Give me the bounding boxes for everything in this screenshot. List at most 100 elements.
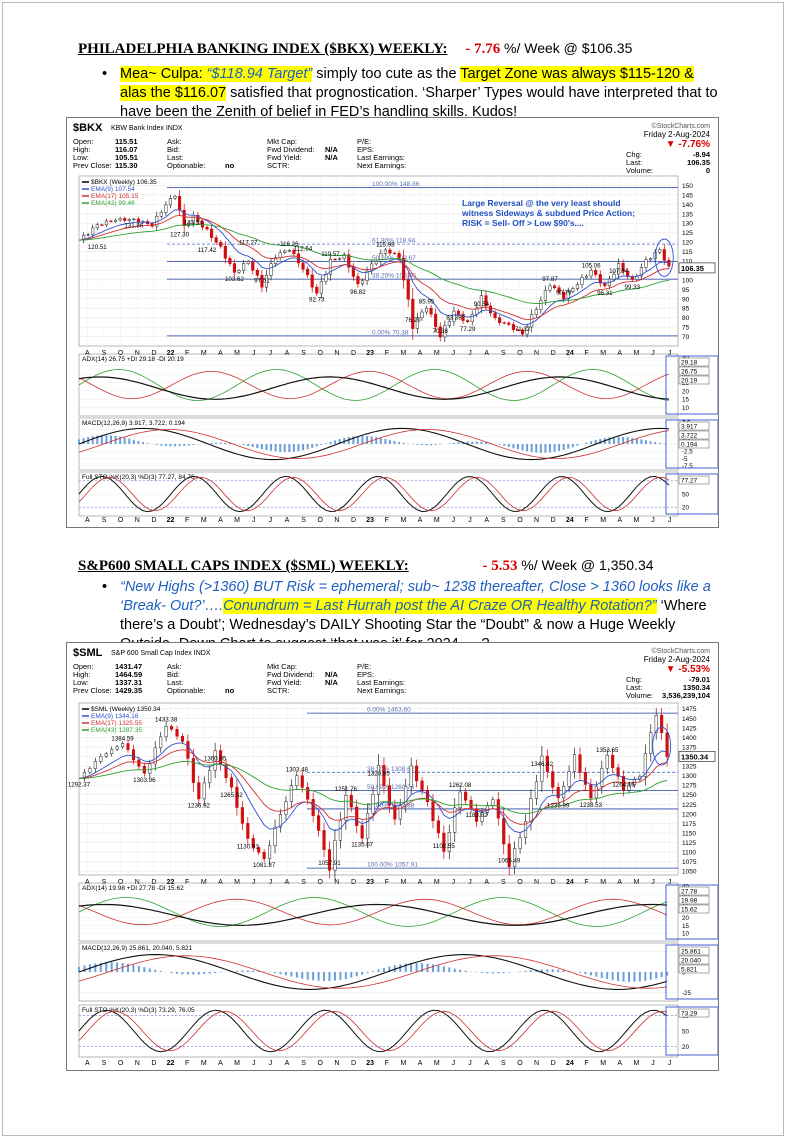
indicator-value-tag <box>678 964 710 974</box>
candle-body <box>583 772 587 785</box>
candle-body <box>228 258 232 264</box>
macd-histogram-bar <box>562 444 565 450</box>
macd-histogram-bar <box>617 436 620 444</box>
macd-histogram-bar <box>137 965 140 972</box>
bkx-chart: $BKX KBW Bank Index INDX ©StockCharts.com F… <box>66 117 719 528</box>
field-label: P/E: <box>357 662 371 671</box>
y-tick-label: 10 <box>682 931 689 938</box>
candle-body <box>470 313 474 322</box>
candle-body <box>260 275 264 288</box>
macd-histogram-bar <box>105 435 108 444</box>
candle-body <box>480 812 484 822</box>
macd-histogram-bar <box>644 972 647 981</box>
candle-body <box>523 821 528 838</box>
bullet-dot: • <box>102 579 108 595</box>
price-label: 90.79 <box>556 289 572 296</box>
x-tick-label-bottom: N <box>135 517 140 524</box>
candle-body <box>115 746 119 750</box>
macd-histogram-bar <box>170 972 173 974</box>
y-tick-label: 20 <box>682 1044 689 1051</box>
candle-body <box>355 806 359 826</box>
price-label: 1264.16 <box>612 781 635 788</box>
macd-histogram-bar <box>530 444 533 453</box>
candle-body <box>131 749 136 761</box>
y-tick-label: 1125 <box>682 840 696 847</box>
indicator-value-tag <box>678 439 710 449</box>
quote-value: 3,536,239,104 <box>662 691 711 700</box>
macd-histogram-bar <box>132 964 135 972</box>
macd-histogram-bar <box>480 972 483 973</box>
candle-body <box>257 847 261 853</box>
x-tick-label-bottom: F <box>385 1060 389 1067</box>
x-tick-label: F <box>584 879 588 886</box>
x-tick-label: A <box>484 350 489 357</box>
x-tick-label-bottom: M <box>600 517 606 524</box>
candle-body <box>461 313 465 321</box>
macd-histogram-bar <box>361 435 364 444</box>
candle-body <box>118 218 122 221</box>
price-label: 85.95 <box>419 298 435 305</box>
quote-label: Open: <box>73 137 93 146</box>
candle-body <box>246 823 250 839</box>
macd-histogram-bar <box>393 440 396 444</box>
macd-histogram-bar <box>434 444 437 445</box>
macd-histogram-bar <box>176 972 179 974</box>
macd-histogram-bar <box>274 972 277 974</box>
quote-label: Prev Close: <box>73 161 112 170</box>
indicator-value-tag <box>678 895 710 905</box>
x-tick-label: A <box>285 879 290 886</box>
candle-body <box>605 754 609 769</box>
candle-body <box>402 257 406 281</box>
macd-histogram-bar <box>421 963 424 972</box>
candle-body <box>223 246 227 259</box>
candle-body <box>584 275 589 278</box>
ema17-line <box>78 749 668 825</box>
macd-histogram-bar <box>295 972 298 978</box>
candle-body <box>387 785 391 806</box>
indicator-value-tag <box>678 375 710 385</box>
indicator-label: MACD(12,26,9) 25.861, 20.040, 5.821 <box>82 945 193 952</box>
y-tick-label: 1425 <box>682 725 697 732</box>
date-label: Friday 2-Aug-2024 <box>644 655 711 664</box>
x-tick-label: S <box>301 350 306 357</box>
candle-body <box>600 767 604 787</box>
macd-histogram-bar <box>631 437 634 444</box>
quote-value: 0 <box>706 166 710 175</box>
price-label: 77.29 <box>460 326 476 333</box>
x-tick-label-bottom: O <box>318 517 324 524</box>
y-tick-label: 150 <box>682 183 693 190</box>
macd-histogram-bar <box>553 444 556 452</box>
macd-histogram-bar <box>288 444 291 453</box>
macd-histogram-bar <box>324 443 327 444</box>
macd-histogram-bar <box>187 444 190 446</box>
x-tick-label-bottom: A <box>85 517 90 524</box>
candle-body <box>376 765 381 795</box>
candle-body <box>351 267 355 277</box>
macd-histogram-bar <box>192 972 195 975</box>
x-tick-label-bottom: S <box>501 517 506 524</box>
x-tick-label: D <box>351 350 356 357</box>
x-tick-label: N <box>334 879 339 886</box>
candle-body <box>530 314 534 328</box>
ema43-line <box>78 760 668 815</box>
x-tick-label: 23 <box>366 879 374 886</box>
macd-histogram-bar <box>622 436 625 444</box>
date-label: Friday 2-Aug-2024 <box>644 130 711 139</box>
price-label: 1065.49 <box>498 857 521 864</box>
candle-body <box>338 258 342 260</box>
macd-histogram-bar <box>377 969 380 972</box>
y-tick-label: 1400 <box>682 735 697 742</box>
highlight-oval <box>654 238 674 277</box>
candle-body <box>91 227 95 235</box>
sml-bullet-part-2: Conundrum = Last Hurrah post the AI Craz… <box>223 598 657 614</box>
macd-histogram-bar <box>521 444 524 451</box>
candle-body <box>409 765 413 787</box>
x-tick-label: J <box>452 350 456 357</box>
macd-histogram-bar <box>311 444 314 448</box>
y-tick-label: 1075 <box>682 859 697 866</box>
candle-body <box>214 237 218 243</box>
candle-body <box>126 743 130 750</box>
price-label: 1130.91 <box>237 843 259 850</box>
candle-body <box>540 755 544 783</box>
candle-body <box>658 249 662 253</box>
